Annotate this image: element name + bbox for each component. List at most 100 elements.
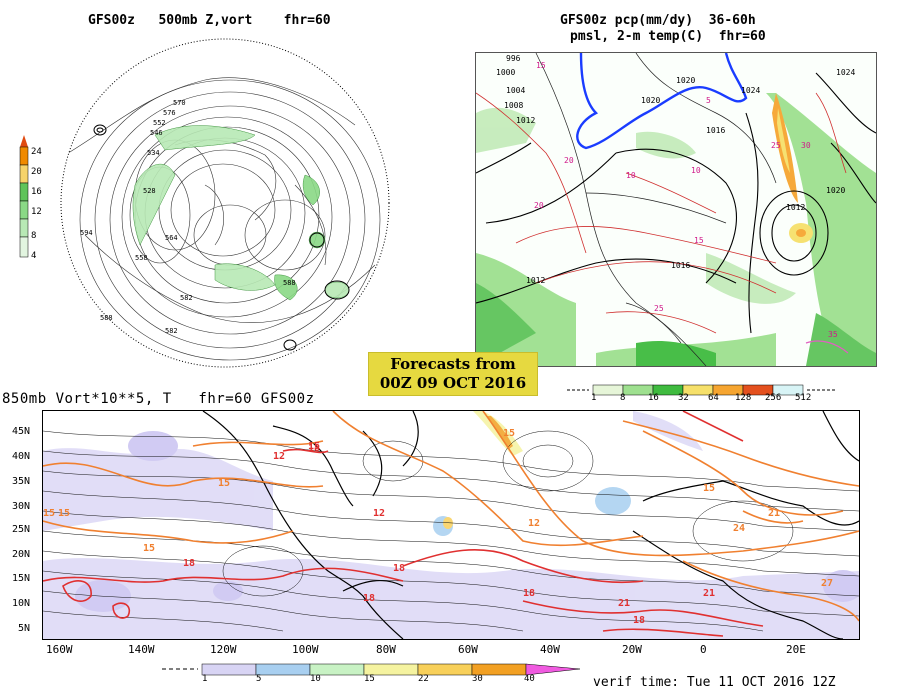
z500-label: 552: [153, 119, 166, 127]
lon-label: 60W: [458, 643, 478, 656]
mslp-label: 1024: [741, 86, 760, 95]
precip-cb-label: 16: [648, 393, 659, 403]
lat-label: 45N: [12, 426, 31, 437]
cb500-label-4: 4: [31, 251, 37, 261]
mslp-label: 1020: [641, 96, 660, 105]
z500-label: 546: [150, 129, 163, 137]
precip-colorbar-swatches: [567, 384, 835, 396]
lon-label: 0: [700, 643, 707, 656]
precip-cb-label: 64: [708, 393, 719, 403]
z500-label: 528: [143, 187, 156, 195]
t850-label: 27: [821, 578, 833, 589]
precip-cb-label: 1: [591, 393, 597, 403]
t850-label: 21: [768, 508, 780, 519]
t850-label: 15: [143, 543, 155, 554]
t850-label: 12: [273, 451, 285, 462]
verif-time: verif time: Tue 11 OCT 2016 12Z: [593, 675, 836, 690]
vort850-cb-label: 15: [364, 674, 375, 684]
t850-label: 15: [703, 483, 715, 494]
t850-label: 18: [363, 593, 375, 604]
mslp-label: 1024: [836, 68, 855, 77]
temp2m-label: 10: [626, 171, 636, 180]
lat-label: 5N: [18, 623, 31, 634]
precip-cb-label: 512: [795, 393, 812, 403]
lat-label: 10N: [12, 598, 31, 609]
panel-500mb-colorbar: 24 20 16 12 8 4: [18, 135, 58, 265]
t850-label: 24: [733, 523, 745, 534]
temp2m-label: 15: [536, 61, 546, 70]
lat-label: 25N: [12, 524, 31, 535]
forecast-init-box: Forecasts from 00Z 09 OCT 2016: [368, 352, 538, 396]
vort850-cb-label: 22: [418, 674, 429, 684]
t850-label: 15: [43, 508, 55, 519]
mslp-label: 1016: [706, 126, 725, 135]
mslp-label: 1012: [526, 276, 545, 285]
precip-cb-label: 128: [735, 393, 752, 403]
z500-label: 582: [165, 327, 178, 335]
map-850mb-vort-temp: 15 15 18 12 15 15 21 18 18 18 15 21 24 2…: [42, 410, 860, 640]
z500-label: 570: [173, 99, 186, 107]
lat-label: 35N: [12, 476, 31, 487]
lon-label: 20W: [622, 643, 642, 656]
vort850-colorbar-swatches: [162, 663, 581, 676]
t850-label: 15: [308, 441, 320, 452]
mslp-label: 1020: [676, 76, 695, 85]
precip-cb-label: 256: [765, 393, 782, 403]
vort850-cb-label: 5: [256, 674, 262, 684]
t850-label: 18: [393, 563, 405, 574]
lat-label: 30N: [12, 501, 31, 512]
mslp-label: 1012: [786, 203, 805, 212]
temp2m-label: 15: [694, 236, 704, 245]
vort850-cb-label: 10: [310, 674, 321, 684]
mslp-label: 1012: [516, 116, 535, 125]
cb500-label-24: 24: [31, 147, 42, 157]
temp2m-label: 5: [706, 96, 711, 105]
temp2m-label: 25: [654, 304, 664, 313]
t850-label: 18: [183, 558, 195, 569]
map-500mb-polar: 552 570 546 534 528 564 594 588 558 576 …: [55, 35, 395, 370]
mslp-label: 1000: [496, 68, 515, 77]
precip-cb-label: 8: [620, 393, 626, 403]
mslp-label: 1004: [506, 86, 525, 95]
t850-label: 18: [308, 443, 320, 454]
cb500-label-12: 12: [31, 207, 42, 217]
cb500-label-16: 16: [31, 187, 42, 197]
t850-label: 15: [218, 478, 230, 489]
forecast-line1: Forecasts from: [390, 355, 516, 373]
temp2m-label: 25: [771, 141, 781, 150]
vort850-colorbar: 1 5 10 15 22 30 40: [160, 661, 590, 687]
t850-label: 15: [503, 428, 515, 439]
lat-label: 40N: [12, 451, 31, 462]
z500-label: 588: [283, 279, 296, 287]
precip-cb-label: 32: [678, 393, 689, 403]
map-precip-mslp: 1020 1024 1016 1012 1008 1004 1000 996 1…: [475, 52, 877, 367]
lon-label: 120W: [210, 643, 237, 656]
temp2m-label: 35: [828, 330, 838, 339]
forecast-line2: 00Z 09 OCT 2016: [379, 374, 527, 392]
t850-label: 15: [58, 508, 70, 519]
panel-precip-title-line2: pmsl, 2-m temp(C) fhr=60: [570, 29, 766, 44]
z500-label: 534: [147, 149, 160, 157]
z500-label: 558: [135, 254, 148, 262]
lat-label: 20N: [12, 549, 31, 560]
t850-label: 18: [633, 615, 645, 626]
vort850-cb-label: 40: [524, 674, 535, 684]
panel-precip-title-line1: GFS00z pcp(mm/dy) 36-60h: [560, 13, 756, 28]
temp2m-label: 20: [564, 156, 574, 165]
vorticity-colorbar-500mb: [19, 135, 29, 258]
t850-label: 18: [523, 588, 535, 599]
vort850-cb-label: 1: [202, 674, 208, 684]
lon-label: 140W: [128, 643, 155, 656]
precip-colorbar: 1 8 16 32 64 128 256 512: [565, 381, 850, 403]
lon-label: 20E: [786, 643, 806, 656]
vort850-cb-label: 30: [472, 674, 483, 684]
temp2m-label: 30: [801, 141, 811, 150]
t850-label: 12: [373, 508, 385, 519]
panel-500mb-title: GFS00z 500mb Z,vort fhr=60: [88, 13, 331, 28]
temp2m-label: 10: [691, 166, 701, 175]
cb500-label-8: 8: [31, 231, 37, 241]
mslp-label: 1016: [671, 261, 690, 270]
t850-label: 21: [703, 588, 715, 599]
lon-label: 100W: [292, 643, 319, 656]
mslp-label: 996: [506, 54, 521, 63]
